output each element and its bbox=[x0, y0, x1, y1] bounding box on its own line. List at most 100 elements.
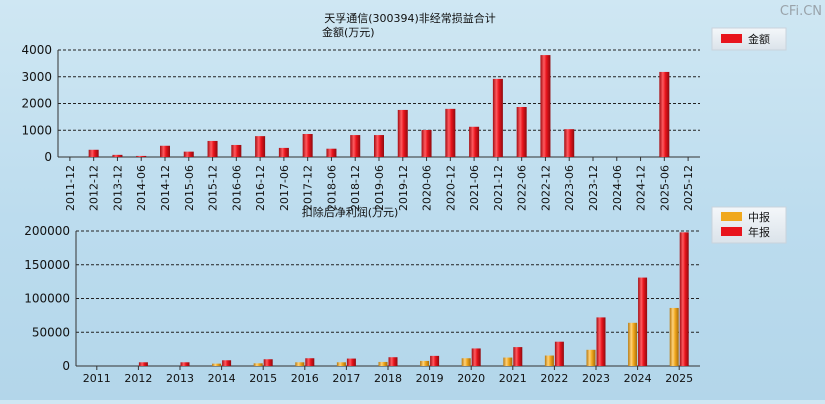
chart2-xtick-label: 2022 bbox=[540, 372, 568, 385]
chart1-xtick-label: 2013-12 bbox=[111, 165, 124, 211]
chart2-xtick-label: 2015 bbox=[249, 372, 277, 385]
chart1-xtick-label: 2014-12 bbox=[159, 165, 172, 211]
chart2-xtick-label: 2023 bbox=[582, 372, 610, 385]
chart1-ytick-label: 0 bbox=[44, 150, 52, 164]
chart1-xtick-label: 2016-06 bbox=[230, 165, 243, 211]
chart1-bar-2015-12-金额 bbox=[207, 140, 218, 157]
chart2-legend: 中报 年报 bbox=[711, 206, 787, 244]
chart2-ytick-label: 150000 bbox=[24, 258, 70, 272]
chart2-bar-2014-年报 bbox=[222, 360, 232, 366]
chart1-xtick-label: 2012-12 bbox=[88, 165, 101, 211]
chart2-legend-swatch-interim bbox=[721, 212, 742, 221]
chart1-bar-2017-12-金额 bbox=[302, 133, 313, 157]
chart2-xtick-label: 2011 bbox=[83, 372, 111, 385]
chart1-bar-2021-12-金额 bbox=[492, 78, 503, 157]
chart1-xtick-label: 2025-12 bbox=[682, 165, 695, 211]
chart2-bar-2025-中报 bbox=[669, 307, 679, 366]
chart1-xtick-label: 2017-12 bbox=[302, 165, 315, 211]
chart2-xtick-label: 2020 bbox=[457, 372, 485, 385]
chart1-bar-2012-12-金额 bbox=[88, 149, 99, 157]
chart2-bar-2024-中报 bbox=[628, 322, 638, 366]
chart2-bar-2014-中报 bbox=[212, 363, 222, 366]
chart1-bar-2014-06-金额 bbox=[136, 155, 147, 157]
chart2-title: 扣除后净利润(万元) bbox=[302, 205, 399, 219]
chart2-bar-2015-中报 bbox=[253, 363, 263, 366]
chart1-xtick-label: 2023-12 bbox=[587, 165, 600, 211]
chart1-bar-2019-06-金额 bbox=[374, 135, 384, 157]
chart1-bar-2023-06-金额 bbox=[564, 129, 575, 157]
chart2-bar-2018-年报 bbox=[388, 357, 398, 366]
chart2-xtick-label: 2021 bbox=[499, 372, 527, 385]
chart2-xtick-label: 2018 bbox=[374, 372, 402, 385]
chart2-bar-2022-中报 bbox=[544, 355, 554, 366]
chart2-bar-2018-中报 bbox=[378, 361, 388, 366]
chart1-legend-swatch bbox=[721, 34, 742, 43]
chart1-xtick-label: 2022-12 bbox=[539, 165, 552, 211]
chart1-xtick-label: 2021-12 bbox=[492, 165, 505, 211]
chart1-bar-2016-06-金额 bbox=[231, 144, 242, 157]
chart1-xtick-label: 2011-12 bbox=[64, 165, 77, 211]
chart1-xtick-label: 2025-06 bbox=[658, 165, 671, 211]
chart1-bar-2018-06-金额 bbox=[326, 148, 337, 157]
chart1-bar-2022-06-金额 bbox=[516, 106, 527, 157]
chart1-bar-2020-06-金额 bbox=[421, 129, 432, 157]
chart2-bar-2019-中报 bbox=[420, 360, 430, 366]
watermark: CFi.CN bbox=[780, 4, 822, 19]
chart2-legend-swatch-annual bbox=[721, 227, 742, 236]
chart1-xtick-label: 2016-12 bbox=[254, 165, 267, 211]
chart1-xtick-label: 2015-12 bbox=[207, 165, 220, 211]
chart2-bar-2023-年报 bbox=[596, 317, 606, 366]
chart1-xtick-label: 2018-12 bbox=[349, 165, 362, 211]
chart2-bar-2016-中报 bbox=[295, 362, 305, 366]
chart1-xtick-label: 2024-12 bbox=[635, 165, 648, 211]
chart2-xtick-label: 2017 bbox=[332, 372, 360, 385]
chart2-bar-2017-年报 bbox=[346, 358, 356, 366]
chart1-bar-2020-12-金额 bbox=[445, 108, 456, 157]
chart2-bar-2022-年报 bbox=[554, 341, 564, 366]
chart1-bar-2015-06-金额 bbox=[183, 151, 194, 157]
chart2-xtick-label: 2012 bbox=[124, 372, 152, 385]
chart2-bar-2017-中报 bbox=[336, 362, 346, 366]
chart2-xtick-label: 2013 bbox=[166, 372, 194, 385]
chart2-ytick-label: 50000 bbox=[32, 325, 70, 339]
chart1-xtick-label: 2020-06 bbox=[421, 165, 434, 211]
chart2-bar-2023-中报 bbox=[586, 349, 596, 366]
chart2-bar-2021-年报 bbox=[513, 347, 523, 366]
chart1-xtick-label: 2017-06 bbox=[278, 165, 291, 211]
chart1-ytick-label: 4000 bbox=[21, 43, 52, 57]
chart2-ytick-label: 200000 bbox=[24, 224, 70, 238]
chart2-bar-2020-中报 bbox=[461, 358, 471, 366]
chart2-xtick-label: 2024 bbox=[624, 372, 652, 385]
chart1-legend-label: 金额 bbox=[748, 32, 770, 46]
chart2-bar-2012-年报 bbox=[138, 362, 148, 366]
chart2-bar-2015-年报 bbox=[263, 359, 273, 366]
chart1-bar-2021-06-金额 bbox=[469, 126, 480, 157]
chart1-xtick-label: 2023-06 bbox=[563, 165, 576, 211]
chart2-bar-2021-中报 bbox=[503, 357, 513, 366]
chart1-ytick-label: 1000 bbox=[21, 123, 52, 137]
chart2-bar-2025-年报 bbox=[679, 232, 689, 366]
chart1-bar-2025-06-金额 bbox=[659, 71, 670, 157]
chart1-ylabel: 金额(万元) bbox=[322, 25, 375, 39]
chart1-bar-2018-12-金额 bbox=[350, 135, 361, 157]
chart1-bar-2013-12-金额 bbox=[112, 154, 123, 157]
chart2-bar-2024-年报 bbox=[638, 277, 648, 366]
chart2-ytick-label: 0 bbox=[62, 359, 70, 373]
chart2-bar-2016-年报 bbox=[305, 358, 315, 366]
chart1-xtick-label: 2014-06 bbox=[135, 165, 148, 211]
chart2-bar-2020-年报 bbox=[471, 348, 481, 366]
chart1-bar-2016-12-金额 bbox=[255, 136, 266, 157]
chart1-xtick-label: 2024-06 bbox=[611, 165, 624, 211]
chart1-bar-2017-06-金额 bbox=[278, 147, 289, 157]
chart2-xtick-label: 2014 bbox=[208, 372, 236, 385]
chart2-legend-label-interim: 中报 bbox=[748, 210, 770, 224]
chart1-legend: 金额 bbox=[711, 27, 787, 51]
chart1-xtick-label: 2015-06 bbox=[183, 165, 196, 211]
chart1-ytick-label: 2000 bbox=[21, 97, 52, 111]
chart2-xtick-label: 2016 bbox=[291, 372, 319, 385]
chart2-legend-label-annual: 年报 bbox=[748, 225, 770, 239]
chart1-xtick-label: 2018-06 bbox=[325, 165, 338, 211]
chart2-bar-2013-年报 bbox=[180, 362, 190, 366]
